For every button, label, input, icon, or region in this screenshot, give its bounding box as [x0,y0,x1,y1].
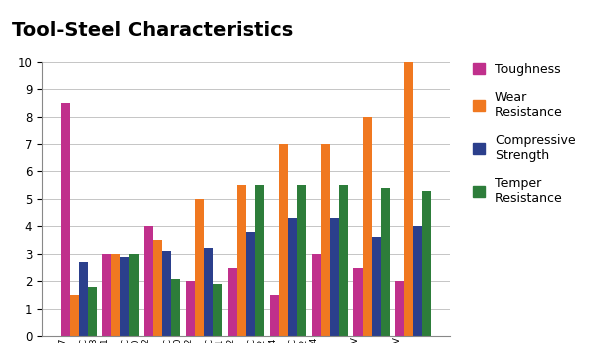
Bar [163,251,172,336]
Bar [297,185,306,336]
Bar [329,218,339,336]
Bar [172,279,181,336]
Bar [204,248,213,336]
Bar [362,117,371,336]
Bar [246,232,255,336]
Bar [422,191,431,336]
Legend: Toughness, Wear
Resistance, Compressive
Strength, Temper
Resistance: Toughness, Wear Resistance, Compressive … [473,62,575,204]
Bar [380,188,389,336]
Bar [213,284,222,336]
Bar [103,254,112,336]
Bar [153,240,163,336]
Bar [186,281,195,336]
Bar [130,254,139,336]
Bar [121,257,130,336]
Bar [237,185,246,336]
Bar [413,226,422,336]
Bar [70,295,79,336]
Bar [395,281,404,336]
Bar [144,226,153,336]
Bar [371,237,380,336]
Bar [320,144,329,336]
Bar [228,268,237,336]
Bar [279,144,288,336]
Bar [195,199,204,336]
Bar [112,254,121,336]
Bar [79,262,88,336]
Bar [61,103,70,336]
Bar [288,218,297,336]
Bar [270,295,279,336]
Text: Tool-Steel Characteristics: Tool-Steel Characteristics [12,21,293,39]
Bar [339,185,348,336]
Bar [88,287,97,336]
Bar [255,185,264,336]
Bar [311,254,320,336]
Bar [353,268,362,336]
Bar [404,62,413,336]
